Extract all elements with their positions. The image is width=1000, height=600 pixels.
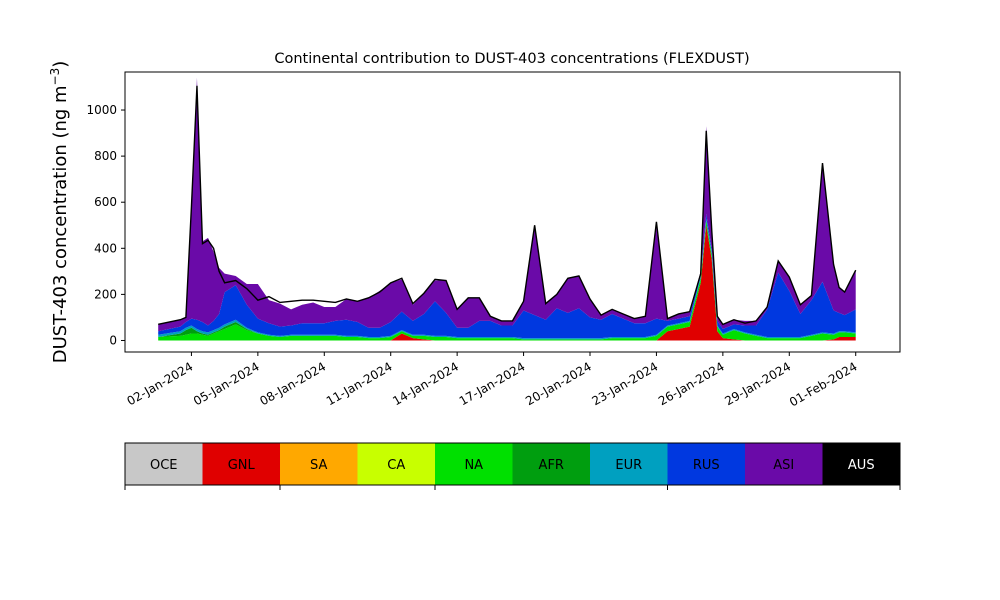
legend-swatch-oce — [125, 443, 203, 485]
legend-label-eur: EUR — [615, 458, 642, 473]
x-tick-label: 01-Feb-2024 — [787, 359, 860, 409]
y-axis-label-close: ) — [50, 61, 71, 68]
x-tick-label: 08-Jan-2024 — [257, 359, 328, 408]
y-tick-label: 800 — [94, 149, 117, 163]
area-afr — [158, 220, 856, 340]
area-rus — [158, 213, 856, 339]
x-tick-label: 17-Jan-2024 — [457, 359, 528, 408]
x-tick-label: 20-Jan-2024 — [523, 359, 594, 408]
x-axis-ticks: 02-Jan-202405-Jan-202408-Jan-202411-Jan-… — [125, 352, 860, 409]
legend-label-asi: ASI — [773, 458, 794, 473]
y-tick-label: 1000 — [86, 103, 117, 117]
plot-area — [124, 71, 901, 353]
y-tick-label: 0 — [109, 333, 117, 347]
y-axis-label: DUST-403 concentration (ng m−3) — [48, 61, 71, 364]
legend-label-na: NA — [464, 458, 483, 473]
axes-frame — [124, 71, 901, 353]
x-tick-label: 14-Jan-2024 — [390, 359, 461, 408]
total-concentration-line — [158, 85, 857, 326]
legend-swatch-afr — [512, 443, 590, 485]
x-tick-label: 26-Jan-2024 — [656, 359, 727, 408]
legend-label-oce: OCE — [150, 458, 178, 473]
legend-label-rus: RUS — [693, 458, 720, 473]
legend-swatch-na — [435, 443, 513, 485]
y-axis-ticks: 0 200 400 600 800 1000 — [86, 103, 125, 347]
y-tick-label: 600 — [94, 195, 117, 209]
legend-frame — [124, 442, 901, 486]
y-tick-label: 200 — [94, 287, 117, 301]
legend-swatch-sa — [280, 443, 358, 485]
legend-swatch-eur — [590, 443, 668, 485]
legend-swatch-gnl — [202, 443, 280, 485]
y-tick-label: 400 — [94, 241, 117, 255]
legend-label-afr: AFR — [539, 458, 564, 473]
legend-colorbar: OCE GNL SA CA NA AFR EUR RUS ASI AUS — [124, 442, 901, 490]
legend-label-sa: SA — [310, 458, 327, 473]
y-axis-label-superscript: −3 — [48, 68, 62, 86]
x-tick-label: 29-Jan-2024 — [722, 359, 793, 408]
chart-title: Continental contribution to DUST-403 con… — [274, 51, 749, 67]
x-tick-label: 05-Jan-2024 — [191, 359, 262, 408]
legend-swatch-aus — [822, 443, 900, 485]
legend-swatch-rus — [667, 443, 745, 485]
legend-swatch-asi — [745, 443, 823, 485]
area-asi — [158, 77, 856, 332]
area-na — [158, 220, 856, 341]
stacked-areas — [158, 77, 856, 341]
legend-swatch-ca — [357, 443, 435, 485]
x-tick-label: 02-Jan-2024 — [125, 359, 196, 408]
legend-label-ca: CA — [387, 458, 405, 473]
x-tick-label: 11-Jan-2024 — [324, 359, 395, 408]
legend-label-gnl: GNL — [228, 458, 256, 473]
legend-label-aus: AUS — [848, 458, 875, 473]
x-tick-label: 23-Jan-2024 — [590, 359, 661, 408]
